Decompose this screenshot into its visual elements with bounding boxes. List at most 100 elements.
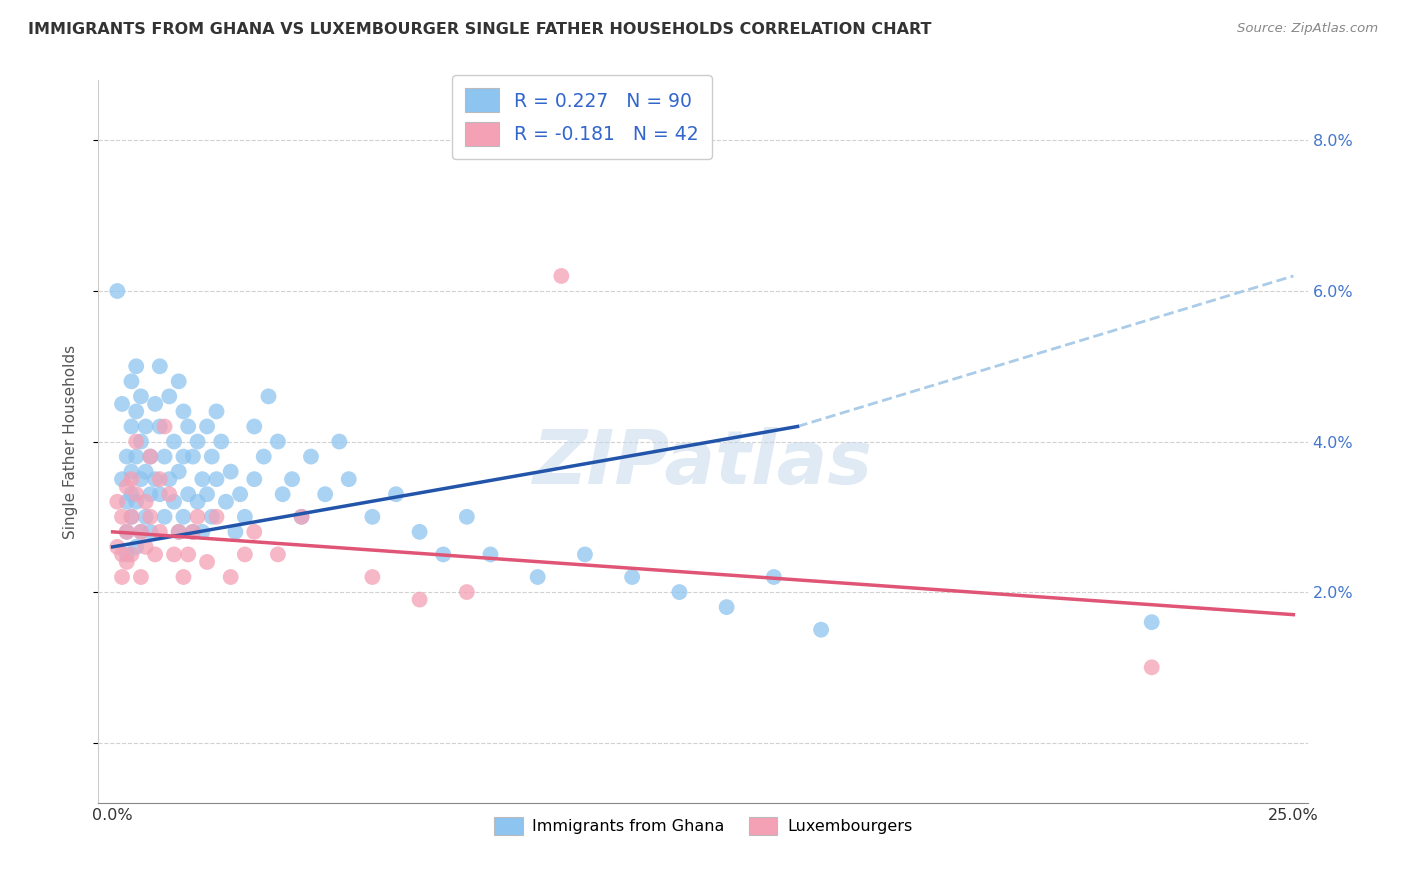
Point <box>111 570 134 584</box>
Point <box>290 509 312 524</box>
Point <box>716 600 738 615</box>
Point <box>163 494 186 508</box>
Point <box>187 509 209 524</box>
Point <box>408 524 430 539</box>
Point <box>271 487 294 501</box>
Point <box>139 450 162 464</box>
Point <box>209 434 232 449</box>
Point <box>233 509 256 524</box>
Text: Source: ZipAtlas.com: Source: ZipAtlas.com <box>1237 22 1378 36</box>
Point <box>205 472 228 486</box>
Point <box>177 487 200 501</box>
Point <box>257 389 280 403</box>
Point <box>574 548 596 562</box>
Point <box>157 487 180 501</box>
Point <box>181 524 204 539</box>
Point <box>810 623 832 637</box>
Point <box>621 570 644 584</box>
Point <box>243 524 266 539</box>
Point <box>191 472 214 486</box>
Point <box>105 494 128 508</box>
Point <box>172 570 194 584</box>
Point <box>139 450 162 464</box>
Point <box>149 359 172 374</box>
Point <box>243 472 266 486</box>
Point <box>143 397 166 411</box>
Point <box>267 434 290 449</box>
Point <box>201 450 224 464</box>
Point <box>111 472 134 486</box>
Point <box>111 509 134 524</box>
Point <box>121 548 143 562</box>
Point <box>191 524 214 539</box>
Legend: Immigrants from Ghana, Luxembourgers: Immigrants from Ghana, Luxembourgers <box>488 811 918 842</box>
Point <box>129 434 152 449</box>
Point <box>121 487 143 501</box>
Point <box>229 487 252 501</box>
Point <box>121 375 143 389</box>
Point <box>121 465 143 479</box>
Point <box>149 472 172 486</box>
Point <box>201 509 224 524</box>
Point <box>157 389 180 403</box>
Point <box>167 524 190 539</box>
Point <box>125 487 148 501</box>
Point <box>205 509 228 524</box>
Point <box>105 284 128 298</box>
Point <box>143 472 166 486</box>
Point <box>125 434 148 449</box>
Point <box>129 524 152 539</box>
Point <box>479 548 502 562</box>
Point <box>135 509 157 524</box>
Point <box>299 450 322 464</box>
Y-axis label: Single Father Households: Single Father Households <box>63 344 77 539</box>
Point <box>135 494 157 508</box>
Point <box>181 450 204 464</box>
Point <box>125 359 148 374</box>
Point <box>167 524 190 539</box>
Point <box>408 592 430 607</box>
Point <box>314 487 336 501</box>
Point <box>361 509 384 524</box>
Point <box>361 570 384 584</box>
Point <box>111 548 134 562</box>
Point <box>267 548 290 562</box>
Point <box>187 494 209 508</box>
Point <box>115 480 138 494</box>
Point <box>385 487 408 501</box>
Point <box>762 570 785 584</box>
Point <box>129 524 152 539</box>
Point <box>115 494 138 508</box>
Point <box>115 524 138 539</box>
Point <box>125 494 148 508</box>
Point <box>115 555 138 569</box>
Point <box>290 509 312 524</box>
Point <box>253 450 276 464</box>
Point <box>149 524 172 539</box>
Point <box>187 434 209 449</box>
Point <box>121 419 143 434</box>
Point <box>243 419 266 434</box>
Point <box>215 494 238 508</box>
Point <box>125 404 148 418</box>
Point <box>219 570 242 584</box>
Point <box>135 419 157 434</box>
Point <box>172 509 194 524</box>
Point <box>172 450 194 464</box>
Point <box>456 509 478 524</box>
Point <box>163 548 186 562</box>
Point <box>195 419 218 434</box>
Point <box>111 397 134 411</box>
Point <box>129 389 152 403</box>
Point <box>105 540 128 554</box>
Point <box>153 509 176 524</box>
Point <box>115 524 138 539</box>
Point <box>432 548 454 562</box>
Point <box>121 509 143 524</box>
Point <box>167 465 190 479</box>
Point <box>157 472 180 486</box>
Point <box>115 450 138 464</box>
Point <box>135 540 157 554</box>
Point <box>177 419 200 434</box>
Point <box>125 540 148 554</box>
